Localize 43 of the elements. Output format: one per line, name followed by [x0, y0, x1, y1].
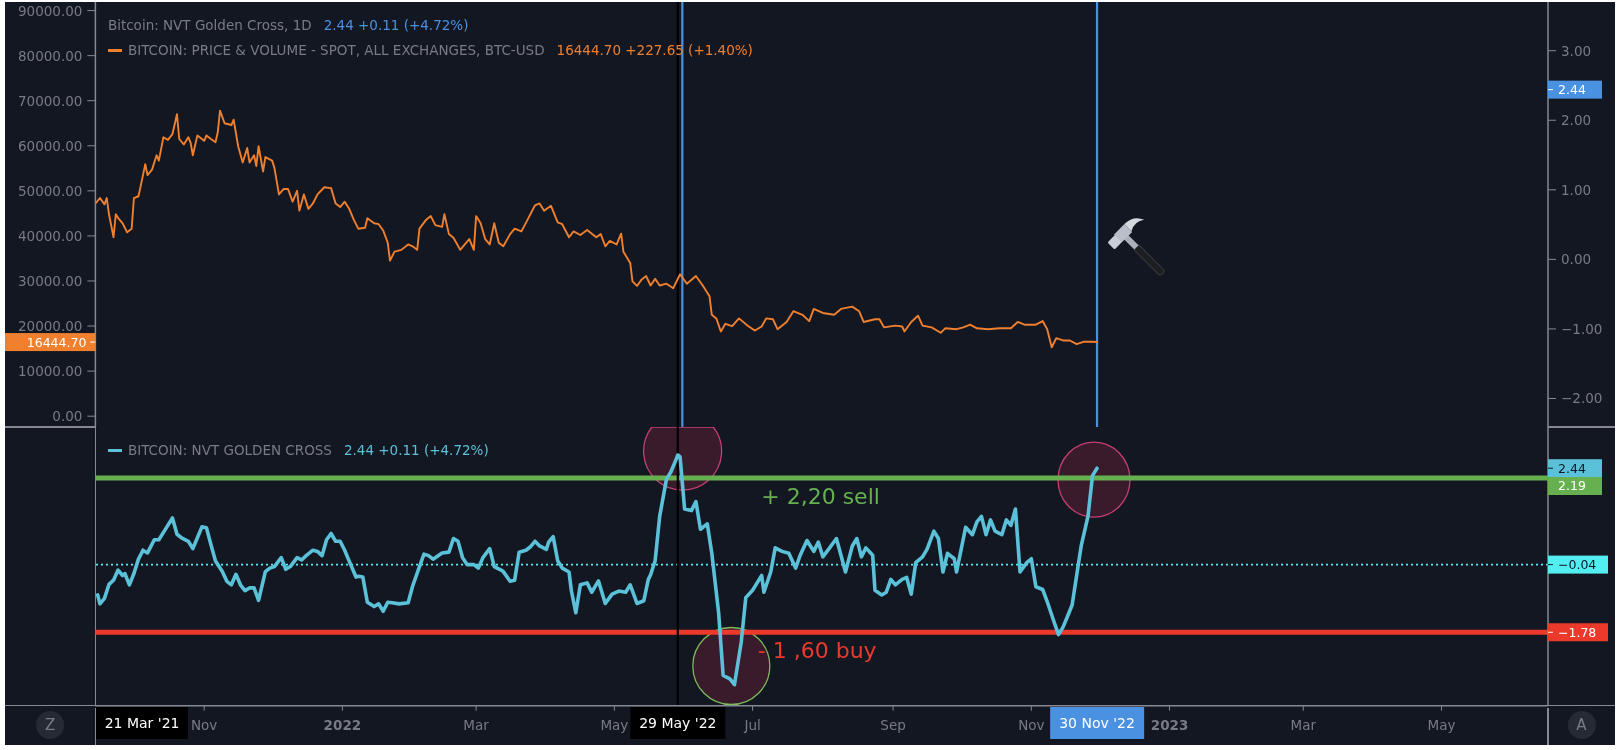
text: 21 Mar '21 — [95, 706, 189, 739]
ref-line-label: 29 May '22 — [630, 706, 726, 739]
y-tick-label: 30000.00 — [17, 272, 83, 289]
y-tick-label: 16444.70 — [26, 334, 87, 350]
legend-label: BITCOIN: PRICE & VOLUME - SPOT, ALL EXCHANGES, BTC-USD — [127, 41, 545, 58]
y-tick-label: 60000.00 — [17, 137, 83, 154]
y2-tick-label: 3.00 — [1561, 42, 1592, 59]
x-tick-label: May — [1427, 717, 1456, 734]
line-series — [95, 109, 1098, 349]
y-tick-label: 80000.00 — [17, 47, 83, 64]
y-tick-label: −0.04 — [1558, 557, 1597, 573]
x-tick-label: 2023 — [1150, 717, 1189, 734]
y2-tick-label: −2.00 — [1561, 390, 1603, 407]
y-tick-label: 10000.00 — [17, 363, 83, 380]
y2-tick-label: −1.00 — [1561, 320, 1603, 337]
x-tick-label: Nov — [1018, 717, 1045, 734]
round-button: Z — [36, 711, 65, 740]
x-tick-label: Nov — [191, 717, 218, 734]
x-tick-label: Mar — [463, 717, 490, 734]
y-tick-label: 0.00 — [52, 408, 83, 425]
ref-line-label: 2.19 — [1548, 477, 1602, 496]
x-tick-label: Mar — [1290, 717, 1317, 734]
y-tick-label: 40000.00 — [17, 227, 83, 244]
y-tick-label: 70000.00 — [17, 92, 83, 109]
text: 30 Nov '22 — [1050, 706, 1144, 739]
y2-tick-label: 2.00 — [1561, 112, 1592, 129]
round-button: A — [1567, 711, 1596, 740]
x-tick-label: May — [600, 717, 629, 734]
text: Bitcoin: NVT Golden Cross, 1D — [107, 16, 312, 33]
y-tick-label: 2.44 — [1558, 460, 1586, 476]
x-tick-label: Jul — [743, 717, 761, 734]
y-tick-label: −1.78 — [1558, 624, 1597, 640]
y-tick-label: 20000.00 — [17, 318, 83, 335]
y2-tick-label: 1.00 — [1561, 181, 1592, 198]
legend-label: BITCOIN: NVT GOLDEN CROSS — [127, 441, 332, 458]
ref-line-label: - 1 ,60 buy — [757, 638, 877, 665]
y-tick-label: 50000.00 — [17, 182, 83, 199]
y-tick-label: 90000.00 — [17, 2, 83, 19]
annotation: + 2,20 sell — [761, 483, 880, 510]
text: 2.44 +0.11 (+4.72%) — [323, 16, 469, 33]
x-tick-label: 2022 — [323, 717, 362, 734]
x-tick-label: Sep — [880, 717, 906, 734]
annotation: 2.44 +0.11 (+4.72%) — [343, 441, 489, 458]
